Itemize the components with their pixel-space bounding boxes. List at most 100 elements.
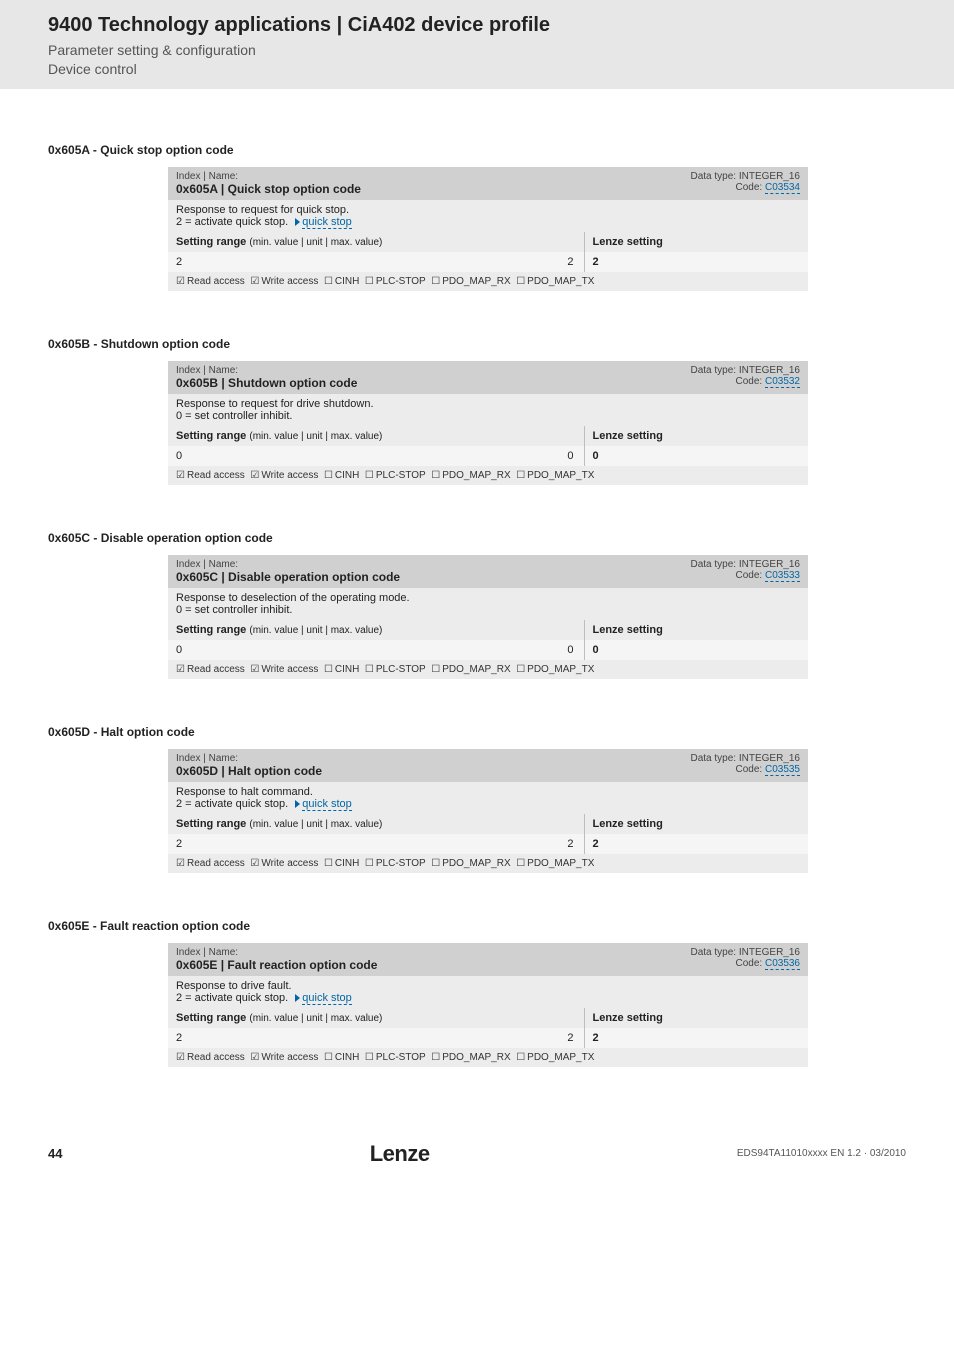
checkbox-unchecked-icon: ☐ — [516, 1052, 525, 1063]
param-section-heading: 0x605E - Fault reaction option code — [48, 919, 906, 933]
arrow-icon — [295, 994, 300, 1002]
pdo-rx-label: PDO_MAP_RX — [442, 1052, 510, 1063]
checkbox-unchecked-icon: ☐ — [324, 664, 333, 675]
lenze-setting-label: Lenze setting — [584, 814, 808, 834]
param-table: Index | Name:0x605B | Shutdown option co… — [168, 361, 808, 485]
param-desc-line2: 2 = activate quick stop. quick stop — [176, 992, 800, 1004]
lenze-value: 2 — [584, 834, 808, 854]
quick-stop-link[interactable]: quick stop — [302, 992, 352, 1005]
page-header: 9400 Technology applications | CiA402 de… — [0, 0, 954, 89]
max-value: 2 — [520, 834, 584, 854]
cinh-label: CINH — [335, 470, 359, 481]
plcstop-label: PLC-STOP — [376, 276, 426, 287]
read-access-label: Read access — [187, 276, 245, 287]
code-link[interactable]: C03534 — [765, 182, 800, 194]
code-link[interactable]: C03535 — [765, 764, 800, 776]
plcstop-label: PLC-STOP — [376, 470, 426, 481]
checkbox-checked-icon: ☑ — [250, 664, 259, 675]
data-type-label: Data type: INTEGER_16 — [691, 947, 801, 958]
pdo-rx-label: PDO_MAP_RX — [442, 276, 510, 287]
param-desc-line1: Response to request for drive shutdown. — [176, 398, 800, 410]
lenze-setting-label: Lenze setting — [584, 232, 808, 252]
doc-title: 9400 Technology applications | CiA402 de… — [48, 14, 906, 37]
pdo-rx-label: PDO_MAP_RX — [442, 858, 510, 869]
checkbox-unchecked-icon: ☐ — [431, 470, 440, 481]
index-name-label: Index | Name: — [176, 559, 576, 570]
param-title: 0x605E | Fault reaction option code — [176, 958, 576, 972]
param-desc-line1: Response to request for quick stop. — [176, 204, 800, 216]
param-table: Index | Name:0x605A | Quick stop option … — [168, 167, 808, 291]
setting-range-sub: (min. value | unit | max. value) — [249, 1013, 382, 1024]
checkbox-unchecked-icon: ☐ — [516, 858, 525, 869]
lenze-value: 2 — [584, 1028, 808, 1048]
setting-range-label: Setting range — [176, 624, 246, 636]
setting-range-label: Setting range — [176, 818, 246, 830]
code-label: Code: — [736, 376, 765, 387]
data-type-label: Data type: INTEGER_16 — [691, 365, 801, 376]
cinh-label: CINH — [335, 1052, 359, 1063]
pdo-tx-label: PDO_MAP_TX — [527, 276, 594, 287]
param-table: Index | Name:0x605C | Disable operation … — [168, 555, 808, 679]
code-link[interactable]: C03533 — [765, 570, 800, 582]
param-title: 0x605B | Shutdown option code — [176, 376, 576, 390]
pdo-tx-label: PDO_MAP_TX — [527, 664, 594, 675]
lenze-value: 2 — [584, 252, 808, 272]
checkbox-unchecked-icon: ☐ — [324, 470, 333, 481]
checkbox-unchecked-icon: ☐ — [431, 276, 440, 287]
checkbox-unchecked-icon: ☐ — [431, 664, 440, 675]
index-name-label: Index | Name: — [176, 365, 576, 376]
lenze-value: 0 — [584, 446, 808, 466]
doc-subtitle-2: Device control — [48, 60, 906, 79]
write-access-label: Write access — [261, 276, 318, 287]
write-access-label: Write access — [261, 664, 318, 675]
doc-number: EDS94TA11010xxxx EN 1.2 · 03/2010 — [737, 1148, 906, 1159]
param-title: 0x605D | Halt option code — [176, 764, 576, 778]
checkbox-checked-icon: ☑ — [176, 276, 185, 287]
checkbox-unchecked-icon: ☐ — [365, 276, 374, 287]
param-section-heading: 0x605C - Disable operation option code — [48, 531, 906, 545]
plcstop-label: PLC-STOP — [376, 858, 426, 869]
checkbox-unchecked-icon: ☐ — [431, 858, 440, 869]
min-value: 0 — [168, 446, 520, 466]
param-desc-line1: Response to deselection of the operating… — [176, 592, 800, 604]
param-section-heading: 0x605B - Shutdown option code — [48, 337, 906, 351]
setting-range-label: Setting range — [176, 430, 246, 442]
param-table: Index | Name:0x605E | Fault reaction opt… — [168, 943, 808, 1067]
checkbox-unchecked-icon: ☐ — [431, 1052, 440, 1063]
data-type-label: Data type: INTEGER_16 — [691, 171, 801, 182]
checkbox-unchecked-icon: ☐ — [365, 858, 374, 869]
quick-stop-link[interactable]: quick stop — [302, 216, 352, 229]
param-desc-line2: 2 = activate quick stop. quick stop — [176, 216, 800, 228]
checkbox-checked-icon: ☑ — [176, 1052, 185, 1063]
min-value: 2 — [168, 834, 520, 854]
min-value: 0 — [168, 640, 520, 660]
lenze-setting-label: Lenze setting — [584, 1008, 808, 1028]
pdo-tx-label: PDO_MAP_TX — [527, 1052, 594, 1063]
index-name-label: Index | Name: — [176, 753, 576, 764]
pdo-rx-label: PDO_MAP_RX — [442, 470, 510, 481]
write-access-label: Write access — [261, 470, 318, 481]
checkbox-checked-icon: ☑ — [250, 470, 259, 481]
checkbox-unchecked-icon: ☐ — [365, 664, 374, 675]
code-label: Code: — [736, 570, 765, 581]
checkbox-checked-icon: ☑ — [176, 858, 185, 869]
pdo-rx-label: PDO_MAP_RX — [442, 664, 510, 675]
max-value: 0 — [520, 640, 584, 660]
checkbox-checked-icon: ☑ — [250, 1052, 259, 1063]
param-section-heading: 0x605D - Halt option code — [48, 725, 906, 739]
pdo-tx-label: PDO_MAP_TX — [527, 858, 594, 869]
code-link[interactable]: C03536 — [765, 958, 800, 970]
read-access-label: Read access — [187, 664, 245, 675]
page-number: 44 — [48, 1146, 62, 1161]
data-type-label: Data type: INTEGER_16 — [691, 559, 801, 570]
max-value: 2 — [520, 252, 584, 272]
max-value: 0 — [520, 446, 584, 466]
setting-range-sub: (min. value | unit | max. value) — [249, 819, 382, 830]
param-title: 0x605A | Quick stop option code — [176, 182, 576, 196]
quick-stop-link[interactable]: quick stop — [302, 798, 352, 811]
code-link[interactable]: C03532 — [765, 376, 800, 388]
setting-range-sub: (min. value | unit | max. value) — [249, 431, 382, 442]
checkbox-checked-icon: ☑ — [250, 276, 259, 287]
read-access-label: Read access — [187, 858, 245, 869]
param-desc-line2: 0 = set controller inhibit. — [176, 410, 800, 422]
